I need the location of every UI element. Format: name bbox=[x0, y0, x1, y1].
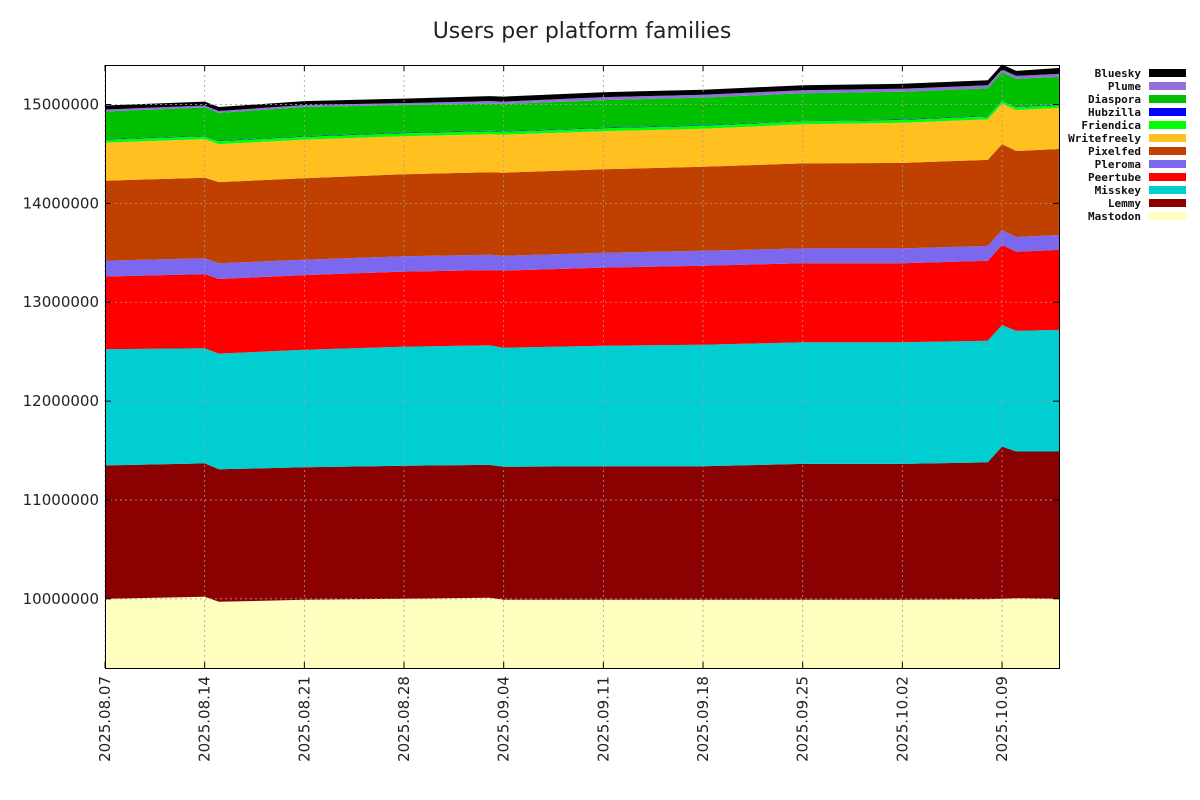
legend-label-mastodon: Mastodon bbox=[1088, 210, 1141, 223]
legend-label-writefreely: Writefreely bbox=[1068, 132, 1141, 145]
y-axis: 10000000 11000000 12000000 13000000 14000000… bbox=[23, 96, 1059, 608]
legend-swatch-diaspora bbox=[1149, 95, 1186, 103]
y-tick-label: 14000000 bbox=[23, 194, 99, 212]
legend-swatch-misskey bbox=[1149, 186, 1186, 194]
area-bluesky bbox=[105, 64, 1059, 111]
legend-swatch-bluesky bbox=[1149, 69, 1186, 77]
x-tick-label: 2025.09.04 bbox=[495, 676, 513, 762]
x-tick-label: 2025.08.14 bbox=[196, 676, 214, 762]
legend-label-friendica: Friendica bbox=[1081, 119, 1141, 132]
legend-swatch-mastodon bbox=[1149, 212, 1186, 220]
legend-swatch-writefreely bbox=[1149, 134, 1186, 142]
area-misskey bbox=[105, 325, 1059, 470]
area-writefreely bbox=[105, 103, 1059, 183]
legend-label-pleroma: Pleroma bbox=[1095, 158, 1141, 171]
legend-swatch-hubzilla bbox=[1149, 108, 1186, 116]
legend-label-pixelfed: Pixelfed bbox=[1088, 145, 1141, 158]
legend-label-plume: Plume bbox=[1108, 80, 1141, 93]
series-areas bbox=[105, 64, 1059, 668]
x-tick-label: 2025.08.21 bbox=[295, 676, 313, 762]
legend-swatch-friendica bbox=[1149, 121, 1186, 129]
y-tick-label: 12000000 bbox=[23, 392, 99, 410]
area-plume bbox=[105, 69, 1059, 113]
legend-swatch-pixelfed bbox=[1149, 147, 1186, 155]
x-tick-label: 2025.10.02 bbox=[893, 676, 911, 762]
x-tick-label: 2025.09.11 bbox=[594, 676, 612, 762]
y-tick-label: 11000000 bbox=[23, 491, 99, 509]
x-axis: 2025.08.07 2025.08.14 2025.08.21 2025.08.28… bbox=[96, 65, 1011, 762]
area-friendica bbox=[105, 100, 1059, 145]
legend-swatch-lemmy bbox=[1149, 199, 1186, 207]
legend-label-hubzilla: Hubzilla bbox=[1088, 106, 1141, 119]
area-peertube bbox=[105, 244, 1059, 354]
gridlines bbox=[104, 65, 1059, 668]
legend-swatch-pleroma bbox=[1149, 160, 1186, 168]
area-diaspora bbox=[105, 72, 1059, 141]
chart-title: Users per platform families bbox=[433, 19, 732, 44]
legend-swatch-peertube bbox=[1149, 173, 1186, 181]
area-pleroma bbox=[105, 230, 1059, 279]
legend-swatch-plume bbox=[1149, 82, 1186, 90]
x-tick-label: 2025.10.09 bbox=[993, 676, 1011, 762]
legend: BlueskyPlumeDiasporaHubzillaFriendicaWri… bbox=[1068, 67, 1186, 223]
x-tick-label: 2025.09.18 bbox=[694, 676, 712, 762]
plot-frame bbox=[105, 65, 1060, 669]
x-tick-label: 2025.08.28 bbox=[395, 676, 413, 762]
legend-label-lemmy: Lemmy bbox=[1108, 197, 1141, 210]
legend-label-diaspora: Diaspora bbox=[1088, 93, 1141, 106]
y-tick-label: 15000000 bbox=[23, 96, 99, 114]
area-lemmy bbox=[105, 446, 1059, 602]
x-tick-label: 2025.09.25 bbox=[794, 676, 812, 762]
y-tick-label: 10000000 bbox=[23, 590, 99, 608]
y-tick-label: 13000000 bbox=[23, 293, 99, 311]
legend-label-bluesky: Bluesky bbox=[1095, 67, 1142, 80]
legend-label-peertube: Peertube bbox=[1088, 171, 1141, 184]
x-tick-label: 2025.08.07 bbox=[96, 676, 114, 762]
area-mastodon bbox=[105, 596, 1059, 668]
legend-label-misskey: Misskey bbox=[1095, 184, 1142, 197]
